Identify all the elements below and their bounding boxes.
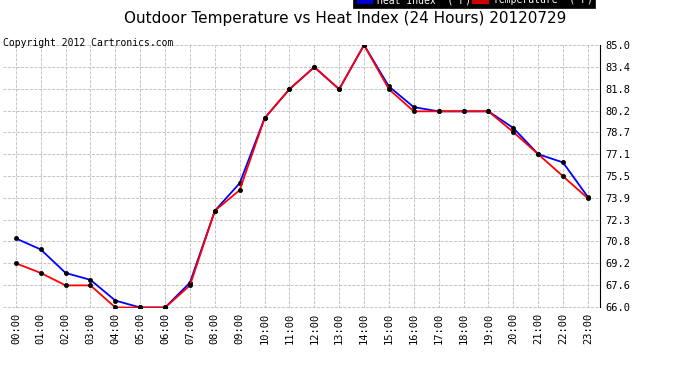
Text: Copyright 2012 Cartronics.com: Copyright 2012 Cartronics.com xyxy=(3,38,174,48)
Legend: Heat Index  (°F), Temperature  (°F): Heat Index (°F), Temperature (°F) xyxy=(353,0,595,8)
Text: Outdoor Temperature vs Heat Index (24 Hours) 20120729: Outdoor Temperature vs Heat Index (24 Ho… xyxy=(124,11,566,26)
